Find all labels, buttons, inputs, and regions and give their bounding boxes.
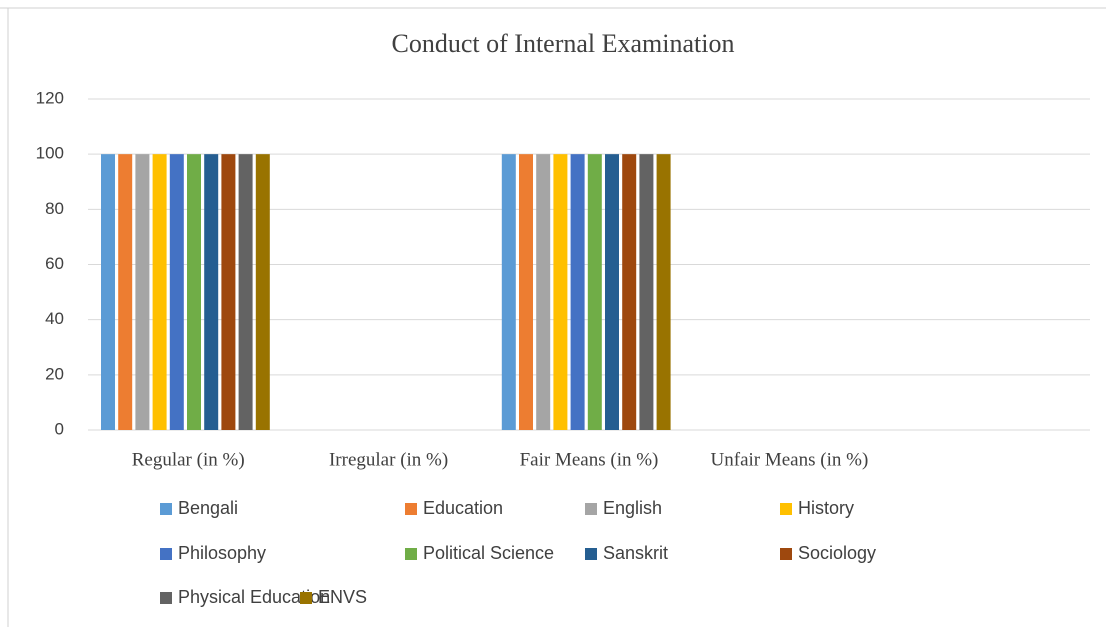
bar: [553, 154, 568, 430]
bar: [656, 154, 671, 430]
legend-label: Bengali: [178, 498, 238, 518]
x-tick-label: Fair Means (in %): [520, 449, 659, 470]
legend-swatch: [300, 592, 312, 604]
y-tick-label: 60: [45, 254, 64, 273]
x-tick-label: Unfair Means (in %): [711, 449, 869, 470]
legend-swatch: [780, 503, 792, 515]
bar: [501, 154, 516, 430]
bar: [639, 154, 654, 430]
bar: [570, 154, 585, 430]
legend-label: Education: [423, 498, 503, 518]
legend-swatch: [160, 503, 172, 515]
legend-swatch: [160, 548, 172, 560]
legend-swatch: [405, 503, 417, 515]
bar: [187, 154, 201, 430]
legend-swatch: [405, 548, 417, 560]
y-tick-label: 80: [45, 199, 64, 218]
legend-swatch: [585, 503, 597, 515]
chart-title: Conduct of Internal Examination: [392, 29, 735, 58]
x-tick-label: Regular (in %): [132, 449, 245, 470]
legend-swatch: [780, 548, 792, 560]
bar: [536, 154, 551, 430]
legend-label: Physical Education: [178, 587, 330, 607]
bar: [169, 154, 184, 430]
bar: [221, 154, 236, 430]
bar: [255, 154, 270, 430]
legend-label: Political Science: [423, 543, 554, 563]
bar: [622, 154, 637, 430]
bar: [519, 154, 533, 430]
y-tick-label: 40: [45, 309, 64, 328]
legend-label: English: [603, 498, 662, 518]
legend-label: ENVS: [318, 587, 367, 607]
bar: [605, 154, 619, 430]
x-tick-label: Irregular (in %): [329, 449, 448, 470]
y-tick-label: 120: [36, 88, 64, 107]
y-tick-label: 20: [45, 364, 64, 383]
bar: [587, 154, 602, 430]
legend-swatch: [160, 592, 172, 604]
bar: [204, 154, 219, 430]
bar: [238, 154, 253, 430]
y-tick-label: 0: [55, 419, 64, 438]
legend-label: Sanskrit: [603, 543, 668, 563]
legend-swatch: [585, 548, 597, 560]
legend-label: History: [798, 498, 854, 518]
legend-label: Sociology: [798, 543, 876, 563]
bar: [152, 154, 167, 430]
y-tick-label: 100: [36, 144, 64, 163]
bar: [101, 154, 115, 430]
legend-label: Philosophy: [178, 543, 266, 563]
bar: [118, 154, 133, 430]
bar: [135, 154, 150, 430]
